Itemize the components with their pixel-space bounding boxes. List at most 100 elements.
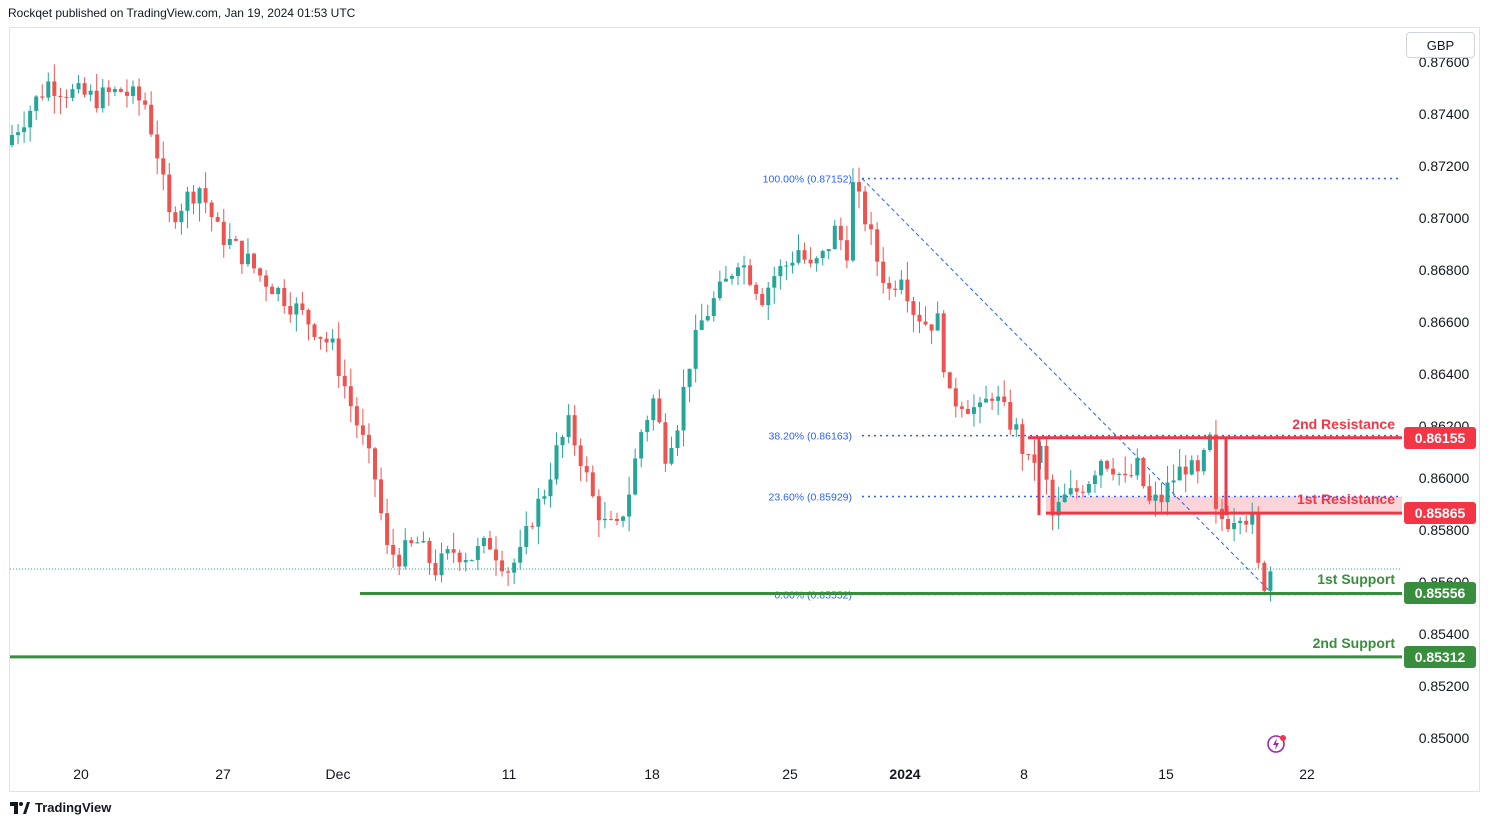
- candle-body: [627, 494, 632, 517]
- candle-body: [578, 445, 583, 467]
- candle-body: [342, 375, 347, 387]
- candle-body: [451, 549, 456, 553]
- footer: TradingView: [10, 800, 111, 815]
- candle-body: [481, 537, 486, 547]
- tradingview-logo-icon: [10, 801, 30, 814]
- candle-body: [82, 83, 87, 95]
- candle-body: [403, 540, 408, 567]
- candle-body: [1026, 453, 1031, 455]
- candle-body: [1207, 434, 1212, 450]
- candle-body: [808, 259, 813, 264]
- candle-body: [1056, 502, 1061, 516]
- candle-body: [149, 104, 154, 135]
- candle-body: [772, 276, 777, 288]
- candle-body: [1153, 494, 1158, 501]
- candle-body: [463, 560, 468, 563]
- candle-body: [572, 415, 577, 446]
- candle-body: [203, 188, 208, 203]
- candle-body: [790, 262, 795, 266]
- x-tick-label: 18: [644, 766, 660, 782]
- lightning-circle-icon[interactable]: [1266, 733, 1288, 755]
- candle-body: [306, 309, 311, 325]
- candle-body: [161, 158, 166, 175]
- x-tick-label: 15: [1158, 766, 1174, 782]
- candle-body: [705, 316, 710, 321]
- candle-body: [1201, 449, 1206, 472]
- chart-frame[interactable]: [9, 27, 1480, 792]
- candle-body: [742, 265, 747, 268]
- candle-body: [941, 313, 946, 373]
- candle-body: [336, 338, 341, 376]
- candle-body: [820, 250, 825, 259]
- candle-body: [1147, 486, 1152, 501]
- candle-body: [137, 86, 142, 101]
- candle-body: [978, 402, 982, 408]
- levels-layer: [10, 436, 1402, 659]
- candle-body: [1183, 466, 1188, 475]
- candle-body: [608, 518, 613, 520]
- candle-body: [1014, 424, 1019, 430]
- candle-body: [590, 472, 595, 497]
- candle-body: [360, 425, 365, 435]
- candle-body: [1008, 402, 1013, 430]
- candle-body: [681, 386, 686, 431]
- support-price-label: 0.85312: [1404, 645, 1476, 668]
- x-tick-label: 25: [782, 766, 798, 782]
- candle-body: [645, 420, 650, 433]
- y-tick-label: 0.85200: [1419, 678, 1470, 694]
- candle-body: [530, 526, 535, 528]
- candle-body: [663, 422, 668, 464]
- candle-body: [935, 313, 940, 331]
- x-tick-label: Dec: [326, 766, 351, 782]
- candle-body: [875, 229, 880, 262]
- candle-body: [494, 549, 498, 561]
- candle-body: [167, 174, 172, 213]
- support-level-name: 2nd Support: [1312, 634, 1395, 651]
- candle-body: [457, 552, 462, 563]
- candle-body: [917, 314, 922, 322]
- candle-body: [923, 321, 928, 325]
- candle-body: [294, 303, 299, 315]
- candle-body: [252, 253, 256, 269]
- candle-body: [863, 191, 868, 225]
- y-tick-label: 0.87600: [1419, 54, 1470, 70]
- resistance-zone-layer: [1046, 496, 1402, 514]
- candles-layer: [10, 64, 1402, 602]
- candle-body: [185, 191, 190, 211]
- candle-body: [245, 253, 250, 265]
- candle-body: [124, 91, 129, 96]
- candle-body: [584, 466, 589, 473]
- candle-body: [1213, 434, 1218, 509]
- candle-body: [711, 298, 716, 317]
- candle-body: [729, 275, 734, 279]
- candle-body: [1189, 460, 1194, 475]
- fib-level-label: 0.00% (0.85552): [774, 589, 852, 601]
- candle-body: [971, 407, 976, 414]
- candle-body: [984, 398, 989, 403]
- candle-body: [1105, 460, 1110, 469]
- candle-body: [409, 540, 414, 544]
- candle-body: [717, 281, 722, 299]
- candle-body: [1165, 482, 1170, 503]
- candle-body: [657, 398, 662, 423]
- candle-body: [766, 287, 771, 306]
- candle-body: [802, 250, 807, 260]
- candle-body: [28, 110, 33, 128]
- candle-body: [850, 182, 855, 261]
- candle-body: [94, 90, 99, 109]
- candle-body: [143, 100, 148, 105]
- x-tick-label: 11: [502, 766, 517, 782]
- candle-body: [215, 216, 220, 222]
- candle-body: [1135, 458, 1140, 476]
- currency-selector-button[interactable]: GBP: [1406, 32, 1475, 58]
- candle-body: [911, 301, 916, 315]
- candle-body: [566, 415, 571, 438]
- candle-body: [70, 89, 75, 98]
- candle-body: [1244, 520, 1249, 525]
- x-tick-label: 27: [215, 766, 231, 782]
- fib-level-label: 100.00% (0.87152): [763, 173, 852, 185]
- resistance-zone: [1046, 496, 1402, 514]
- candle-body: [270, 286, 275, 295]
- candle-body: [34, 96, 39, 111]
